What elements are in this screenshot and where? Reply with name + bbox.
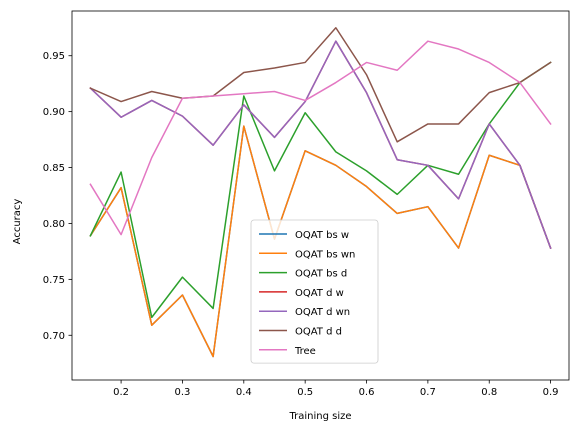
series-line-6 [89, 40, 552, 236]
axes-frame [71, 10, 570, 381]
legend-label-6: Tree [294, 346, 316, 357]
y-tick-label: 0.75 [43, 275, 65, 286]
legend-label-4: OQAT d wn [295, 307, 350, 318]
legend-label-0: OQAT bs w [295, 230, 349, 241]
x-tick-label: 0.7 [420, 387, 436, 398]
legend-label-3: OQAT d w [295, 288, 344, 299]
series-line-1 [89, 125, 552, 358]
x-tick-label: 0.8 [481, 387, 497, 398]
plot-area [89, 27, 552, 358]
axes: 0.2 0.3 0.4 0.5 0.6 0.7 0.8 0.9 0.70 0.75 0.80 0.85… [43, 10, 570, 398]
x-tick-label: 0.4 [236, 387, 252, 398]
legend-label-5: OQAT d d [295, 327, 342, 338]
legend-label-2: OQAT bs d [295, 269, 347, 280]
x-tick-label: 0.2 [113, 387, 129, 398]
legend-label-1: OQAT bs wn [295, 249, 355, 260]
series-line-5 [89, 27, 552, 143]
y-tick-label: 0.85 [43, 163, 65, 174]
x-axis-label: Training size [288, 411, 351, 422]
y-tick-label: 0.95 [43, 51, 65, 62]
x-tick-label: 0.6 [359, 387, 375, 398]
series-line-4 [89, 40, 552, 250]
x-tick-label: 0.9 [543, 387, 559, 398]
legend: OQAT bs w OQAT bs wn OQAT bs d OQAT d w OQAT… [250, 219, 379, 364]
y-tick-label: 0.80 [43, 219, 65, 230]
y-tick-label: 0.90 [43, 107, 65, 118]
x-tick-label: 0.3 [174, 387, 190, 398]
x-tick-label: 0.5 [297, 387, 313, 398]
legend-box [250, 219, 379, 364]
series-line-2 [89, 61, 552, 319]
y-tick-label: 0.70 [43, 331, 65, 342]
y-axis-label: Accuracy [12, 199, 23, 245]
